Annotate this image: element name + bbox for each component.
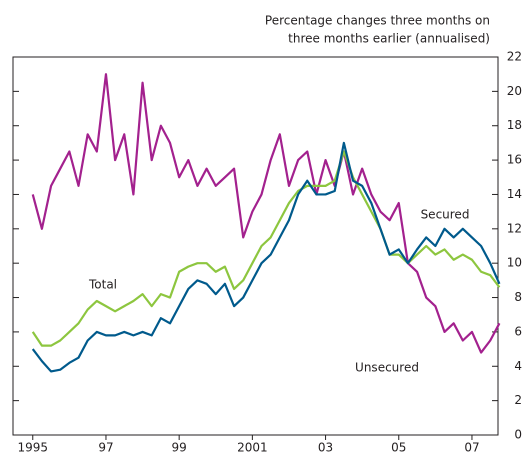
- x-tick-label: 97: [98, 441, 113, 455]
- y-tick-label: 20: [507, 84, 522, 98]
- x-tick-label: 03: [318, 441, 333, 455]
- y-tick-label: 18: [507, 118, 522, 132]
- series-label: Unsecured: [355, 361, 419, 375]
- series-label: Secured: [421, 208, 470, 222]
- y-tick-label: 8: [514, 290, 522, 304]
- y-tick-label: 0: [514, 428, 522, 442]
- y-tick-label: 6: [514, 324, 522, 338]
- y-tick-label: 16: [507, 153, 522, 167]
- series-line: [31, 73, 501, 354]
- y-tick-label: 10: [507, 256, 522, 270]
- y-tick-label: 12: [507, 221, 522, 235]
- x-tick-label: 1995: [17, 441, 48, 455]
- series-line: [31, 150, 501, 347]
- chart-title: three months earlier (annualised): [288, 32, 490, 46]
- series-line: [31, 141, 501, 373]
- y-tick-label: 22: [507, 50, 522, 64]
- chart-title: Percentage changes three months on: [265, 14, 490, 28]
- series-label: Total: [88, 278, 117, 292]
- y-tick-label: 2: [514, 393, 522, 407]
- x-tick-label: 07: [464, 441, 479, 455]
- x-tick-label: 2001: [237, 441, 268, 455]
- x-tick-label: 05: [391, 441, 406, 455]
- plot-frame: [12, 56, 499, 436]
- y-tick-label: 4: [514, 359, 522, 373]
- x-tick-label: 99: [172, 441, 187, 455]
- y-tick-label: 14: [507, 187, 522, 201]
